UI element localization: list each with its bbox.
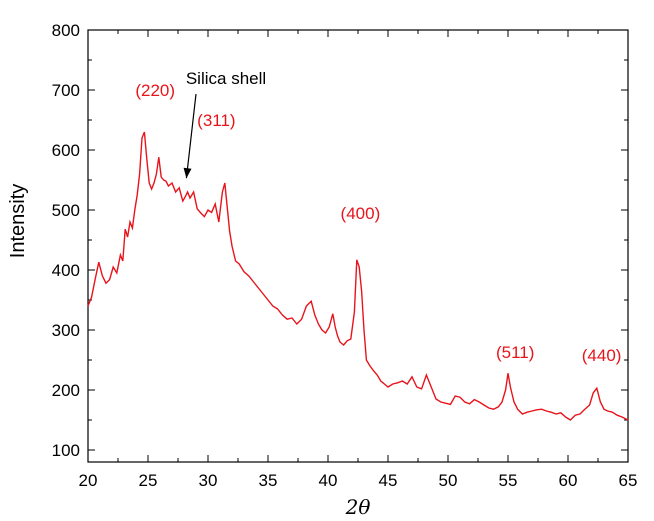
silica-shell-annotation: Silica shell — [183, 69, 266, 179]
annotation-arrow — [185, 93, 197, 179]
y-tick-label: 400 — [52, 261, 80, 280]
axis-ticks — [87, 29, 629, 462]
y-tick-label: 600 — [52, 141, 80, 160]
annotation-text: Silica shell — [186, 69, 266, 88]
x-tick-label: 30 — [199, 471, 218, 490]
annotation-arrowhead — [183, 167, 192, 179]
y-tick-label: 200 — [52, 381, 80, 400]
x-tick-label: 65 — [619, 471, 638, 490]
tick-labels: 20 25 30 35 40 45 50 55 60 65 100 200 300 400 500 600 70… — [52, 21, 638, 490]
y-tick-label: 800 — [52, 21, 80, 40]
peak-label: (511) — [496, 343, 534, 362]
peak-labels: (220) (311) (400) (511) (440) — [135, 81, 621, 365]
y-tick-label: 500 — [52, 201, 80, 220]
y-tick-label: 300 — [52, 321, 80, 340]
x-tick-label: 40 — [319, 471, 338, 490]
peak-label: (311) — [197, 111, 235, 130]
x-axis-title: 2θ — [345, 495, 371, 519]
x-tick-label: 55 — [499, 471, 518, 490]
x-tick-label: 50 — [439, 471, 458, 490]
y-tick-label: 100 — [52, 441, 80, 460]
peak-label: (220) — [135, 81, 175, 100]
x-tick-label: 60 — [559, 471, 578, 490]
plot-frame — [87, 29, 629, 463]
y-tick-label: 700 — [52, 81, 80, 100]
y-axis-title: Intensity — [7, 184, 29, 258]
x-tick-label: 45 — [379, 471, 398, 490]
peak-label: (400) — [341, 204, 381, 223]
x-tick-label: 35 — [259, 471, 278, 490]
x-tick-label: 20 — [79, 471, 98, 490]
x-tick-label: 25 — [139, 471, 158, 490]
peak-label: (440) — [582, 346, 622, 365]
diffraction-pattern-line — [87, 131, 629, 421]
